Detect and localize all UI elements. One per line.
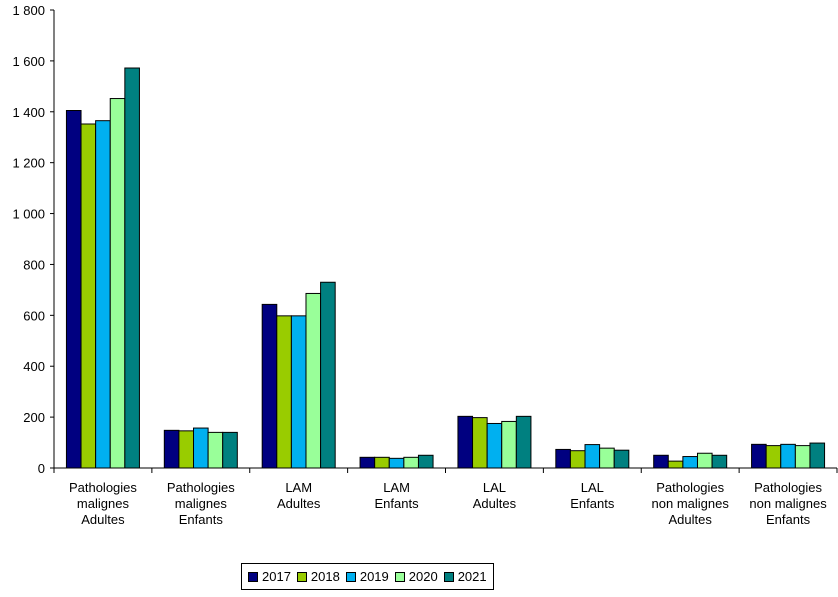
bar-2019-2 (290, 315, 307, 469)
x-tick-label: LAL Enfants (570, 480, 615, 511)
x-tick-label-line: LAM (383, 480, 410, 495)
legend-item-2019: 2019 (345, 569, 389, 584)
y-tick-label: 0 (38, 461, 45, 476)
bar-2018-3 (374, 456, 390, 469)
bar-2020-6 (696, 452, 713, 469)
x-tick-label: LAM Enfants (375, 480, 420, 511)
x-tick-label-line: non malignes (652, 496, 730, 511)
x-tick-label-line: Adultes (473, 496, 517, 511)
x-tick-label-line: Enfants (570, 496, 615, 511)
bar-2019-1 (193, 427, 209, 469)
x-tick-label-line: LAL (483, 480, 506, 495)
x-tick-label: LAL Adultes (473, 480, 517, 511)
bar-2017-0 (65, 110, 82, 469)
legend-label: 2018 (310, 569, 340, 584)
x-tick-label: LAM Adultes (277, 480, 321, 511)
bar-2018-5 (569, 450, 586, 469)
bar-2018-1 (178, 430, 195, 469)
y-tick-label: 1 400 (12, 105, 45, 120)
x-tick-label-line: Adultes (277, 496, 321, 511)
bar-2020-7 (794, 445, 811, 469)
y-axis: 0 200 400 600 800 1 000 1 200 1 400 1 600 1 800 (12, 3, 55, 476)
bar-2020-0 (109, 98, 126, 469)
bar-2018-6 (667, 460, 684, 469)
legend: 2017 2018 2019 2020 2021 (241, 563, 494, 590)
bars (65, 67, 826, 469)
bar-2020-3 (403, 456, 419, 469)
bar-2019-5 (584, 444, 601, 469)
bar-2017-5 (555, 448, 571, 469)
legend-label: 2020 (408, 569, 438, 584)
bar-2020-5 (599, 447, 615, 469)
bar-2021-6 (711, 454, 728, 469)
y-tick-label: 600 (23, 308, 45, 323)
x-tick-label-line: Pathologies (754, 480, 822, 495)
bar-2019-0 (95, 120, 111, 469)
y-tick-label: 200 (23, 410, 45, 425)
legend-swatch (345, 571, 356, 582)
legend-item-2020: 2020 (394, 569, 438, 584)
bar-2020-2 (305, 292, 322, 469)
bar-2017-4 (457, 415, 474, 469)
bar-2021-1 (222, 431, 238, 469)
bar-2017-6 (653, 454, 669, 469)
bar-2017-1 (163, 429, 180, 469)
bar-2021-5 (613, 449, 630, 469)
bar-2019-4 (486, 422, 503, 469)
bar-2018-7 (765, 445, 782, 469)
x-tick-label: Pathologies malignes Enfants (167, 480, 235, 527)
legend-label: 2017 (262, 569, 291, 584)
bar-2017-3 (359, 456, 376, 469)
bar-2018-2 (276, 315, 292, 469)
legend-swatch (296, 571, 307, 582)
y-tick-label: 1 800 (12, 3, 45, 18)
bar-2019-6 (682, 456, 698, 469)
x-tick-label: Pathologies non malignes Adultes (652, 480, 730, 527)
legend-item-2018: 2018 (296, 569, 340, 584)
bar-2019-7 (780, 443, 796, 469)
x-tick-label-line: Adultes (81, 512, 125, 527)
legend-label: 2021 (457, 569, 487, 584)
y-tick-label: 1 600 (12, 54, 45, 69)
legend-item-2017: 2017 (248, 569, 291, 584)
x-tick-label-line: non malignes (749, 496, 827, 511)
bar-2019-3 (388, 457, 405, 469)
x-tick-label-line: Pathologies (69, 480, 137, 495)
legend-swatch (248, 571, 258, 582)
x-tick-label: Pathologies non malignes Enfants (749, 480, 827, 527)
bar-2021-7 (809, 442, 826, 469)
legend-swatch (394, 571, 405, 582)
bar-2021-3 (417, 454, 434, 469)
x-tick-label-line: Pathologies (656, 480, 724, 495)
bar-2017-2 (261, 303, 278, 469)
x-tick-label-line: Enfants (766, 512, 811, 527)
bar-2021-4 (515, 415, 532, 469)
bar-2017-7 (751, 443, 767, 469)
x-tick-label-line: malignes (77, 496, 130, 511)
x-tick-label-line: Adultes (669, 512, 713, 527)
bar-2018-0 (80, 123, 97, 469)
y-tick-label: 400 (23, 359, 45, 374)
x-tick-label-line: Pathologies (167, 480, 235, 495)
y-tick-label: 1 200 (12, 156, 45, 171)
x-tick-label: Pathologies malignes Adultes (69, 480, 137, 527)
bar-2020-4 (501, 420, 517, 469)
bar-2020-1 (207, 431, 224, 469)
y-tick-label: 800 (23, 257, 45, 272)
bar-2018-4 (472, 417, 488, 469)
x-tick-label-line: LAM (285, 480, 312, 495)
legend-swatch (443, 571, 454, 582)
x-tick-label-line: Enfants (375, 496, 420, 511)
y-tick-label: 1 000 (12, 207, 45, 222)
legend-item-2021: 2021 (443, 569, 487, 584)
x-tick-label-line: malignes (175, 496, 228, 511)
legend-label: 2019 (359, 569, 389, 584)
bar-2021-2 (320, 281, 336, 469)
bar-2021-0 (124, 67, 140, 469)
x-tick-label-line: LAL (581, 480, 604, 495)
x-tick-label-line: Enfants (179, 512, 224, 527)
